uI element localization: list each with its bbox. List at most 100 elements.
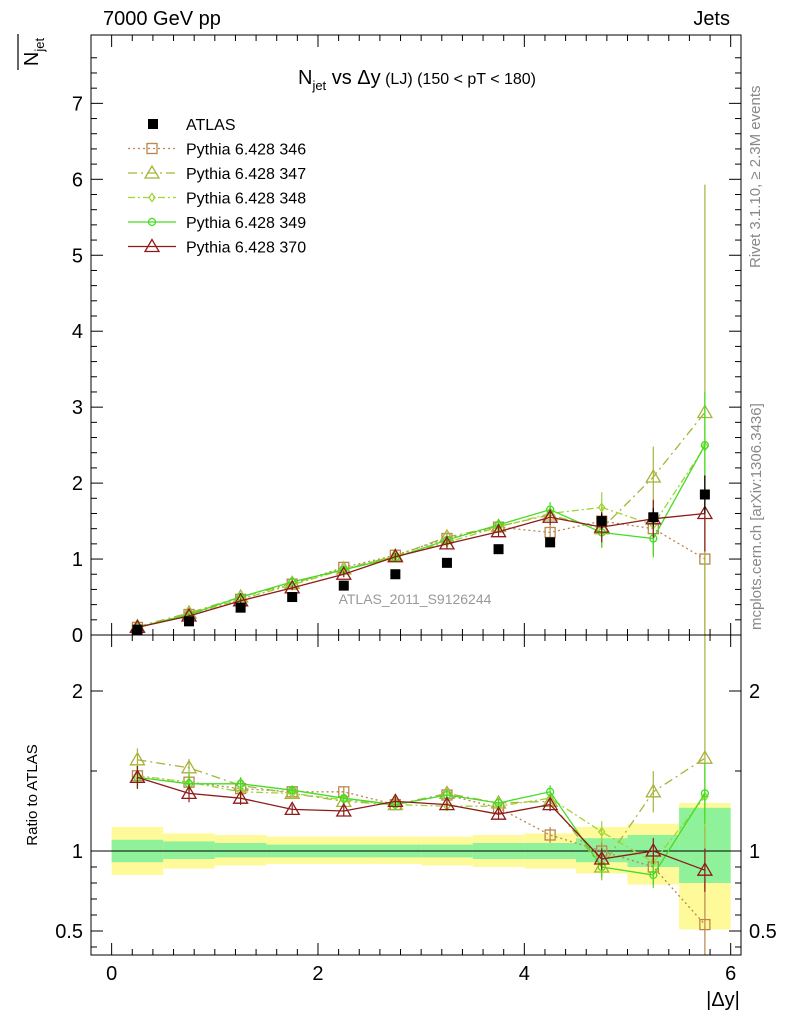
chart-title: Njet vs Δy (LJ) (150 < pT < 180) — [298, 67, 536, 93]
ratio-line — [137, 757, 706, 869]
ratio-series-pythia-6-428-370 — [129, 765, 714, 892]
x-tick-label: 4 — [519, 963, 530, 985]
legend-label-atlas: ATLAS — [186, 117, 236, 134]
legend: ATLAS Pythia 6.428 346 Pythia 6.428 347 Pyt… — [128, 117, 306, 257]
title-small: (LJ) — [381, 71, 413, 88]
data-point — [699, 489, 710, 500]
title-main: N — [298, 67, 312, 89]
series-point — [541, 508, 559, 523]
series-point — [696, 505, 714, 520]
ratio-y-tick-label: 0.5 — [55, 921, 83, 943]
legend-label-pythia-6-428-370: Pythia 6.428 370 — [186, 240, 306, 257]
series-pythia-6-428-370 — [129, 475, 714, 634]
main-panel — [129, 184, 714, 635]
series-point — [700, 440, 710, 450]
series-line — [137, 520, 706, 629]
series-point — [597, 502, 606, 513]
ratio-point — [339, 794, 348, 803]
data-point — [338, 580, 349, 591]
ratio-point — [288, 786, 297, 795]
legend-marker — [146, 142, 158, 155]
ratio-axis-label: Ratio to ATLAS — [24, 744, 41, 845]
series-point — [438, 535, 456, 550]
ratio-line — [137, 775, 706, 864]
y-tick-label: 4 — [72, 321, 83, 343]
y-tick-label: 1 — [72, 549, 83, 571]
data-point — [545, 537, 556, 548]
ratio-point — [645, 842, 662, 857]
ratio-point — [129, 769, 146, 784]
ratio-point — [645, 783, 662, 798]
series-atlas — [132, 475, 710, 635]
ratio-point — [597, 826, 606, 837]
data-point — [287, 592, 298, 603]
ratio-point — [696, 861, 714, 876]
ratio-point — [541, 796, 559, 811]
ratio-point — [335, 802, 352, 817]
title-cut: (150 < pT < 180) — [413, 71, 536, 88]
title-sub: jet — [311, 78, 326, 93]
y-tick-label: 6 — [72, 169, 83, 191]
ratio-point — [284, 801, 301, 816]
series-point — [288, 577, 297, 586]
y-tick-label: 5 — [72, 245, 83, 267]
legend-marker-atlas — [148, 119, 158, 129]
ratio-point — [232, 789, 249, 804]
y-tick-label: 2 — [72, 473, 83, 495]
data-point — [390, 569, 401, 580]
legend-marker — [143, 238, 161, 253]
series-point — [645, 468, 662, 483]
ratio-point — [649, 870, 658, 880]
energy-label: 7000 GeV pp — [103, 8, 221, 30]
data-point — [596, 516, 607, 527]
ratio-point — [700, 789, 710, 798]
legend-marker — [148, 192, 156, 203]
ratio-point — [593, 850, 610, 865]
data-point — [132, 624, 143, 635]
ratio-line — [137, 776, 706, 871]
data-point — [648, 512, 659, 523]
legend-label-pythia-6-428-347: Pythia 6.428 347 — [186, 166, 306, 183]
y-tick-label: 0 — [72, 625, 83, 647]
ratio-point — [180, 785, 198, 800]
ratio-y-tick-label: 1 — [72, 841, 83, 863]
data-point — [493, 544, 504, 555]
y-axis-label-n: N — [21, 52, 43, 66]
ratio-point — [180, 759, 198, 774]
data-point — [184, 616, 195, 627]
ratio-point — [288, 788, 297, 799]
legend-marker — [147, 217, 157, 227]
ratio-point — [490, 805, 507, 820]
series-pythia-6-428-346 — [131, 483, 711, 635]
series-point — [335, 565, 352, 580]
series-point — [490, 523, 507, 538]
y-tick-label: 7 — [72, 93, 83, 115]
y-axis-label-sub: jet — [32, 38, 47, 53]
legend-label-pythia-6-428-348: Pythia 6.428 348 — [186, 191, 306, 208]
ratio-y-tick-label: 2 — [72, 681, 83, 703]
ratio-y-tick-label-right: 0.5 — [749, 921, 777, 943]
ratio-point — [545, 787, 555, 796]
y-axis-label: Njet — [17, 34, 47, 70]
legend-marker — [143, 164, 161, 179]
analysis-watermark: ATLAS_2011_S9126244 — [339, 591, 492, 607]
ratio-point — [544, 829, 556, 841]
series-point — [387, 548, 404, 563]
inner-band-bin — [214, 843, 267, 858]
inner-band-bin — [163, 841, 215, 859]
ratio-point — [387, 793, 404, 808]
data-point — [235, 602, 246, 613]
y-axis-label-main: Njet — [21, 38, 47, 67]
data-point — [441, 557, 452, 568]
series-line — [137, 444, 706, 629]
ratio-panel — [91, 635, 741, 955]
title-rest: vs Δy — [326, 67, 380, 89]
legend-label-pythia-6-428-349: Pythia 6.428 349 — [186, 215, 306, 232]
ratio-y-tick-label-right: 1 — [749, 841, 760, 863]
ratio-y-tick-label-right: 2 — [749, 681, 760, 703]
ratio-line — [137, 776, 706, 876]
legend-label-pythia-6-428-346: Pythia 6.428 346 — [186, 142, 306, 159]
y-tick-label: 3 — [72, 397, 83, 419]
x-axis-label: |Δy| — [706, 989, 740, 1011]
